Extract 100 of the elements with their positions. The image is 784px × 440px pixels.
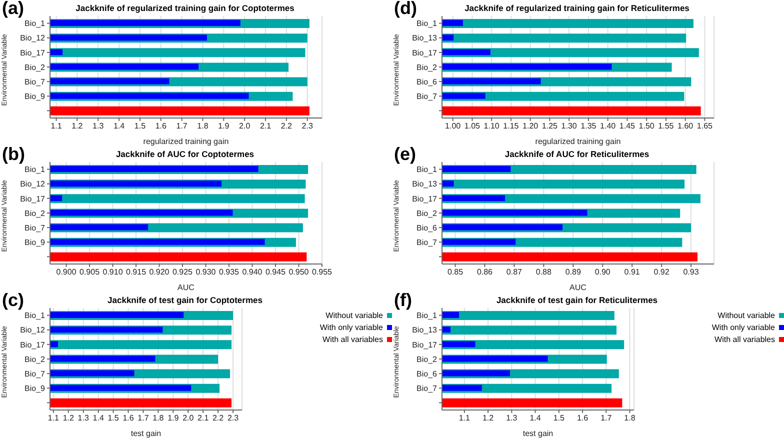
x-tick-label: 0.85	[447, 268, 464, 277]
y-tick-label: Bio_1	[416, 311, 438, 320]
x-tick-label: 1.8	[197, 122, 209, 131]
x-tick-label: 1.2	[72, 122, 84, 131]
y-tick-label: Bio_17	[412, 194, 438, 204]
chart-title: Jackknife of AUC for Coptotermes	[114, 149, 256, 159]
x-tick-label: 1.50	[638, 122, 655, 131]
y-tick-label: Bio_17	[20, 340, 46, 350]
x-tick-label: 0.89	[565, 268, 582, 277]
chart-title: Jackknife of test gain for Coptotermes	[106, 295, 264, 305]
y-tick-label: Bio_2	[416, 62, 438, 72]
x-tick-label: 1.6	[122, 414, 134, 423]
x-tick-label: 1.4	[530, 414, 542, 423]
x-tick-label: 0.91	[624, 268, 640, 277]
x-tick-label: 1.3	[78, 414, 90, 423]
y-tick-label: Bio_9	[24, 92, 46, 101]
y-tick-label: Bio_1	[24, 165, 46, 174]
x-tick-label: 1.7	[176, 122, 188, 131]
y-tick-label: Bio_7	[24, 77, 46, 86]
x-tick-label: 1.5	[108, 414, 120, 423]
y-tick-label: Bio_1	[24, 311, 46, 320]
legend-label: With all variables	[714, 334, 776, 346]
x-tick-label: 0.92	[654, 268, 670, 277]
x-tick-label: 2.1	[260, 122, 272, 131]
legend-label: Without variable	[716, 310, 776, 322]
x-tick-label: 1.1	[50, 122, 62, 131]
y-tick-label: Bio_6	[416, 369, 438, 378]
y-tick-label: Bio_12	[20, 180, 46, 189]
x-tick-label: 1.1	[48, 414, 60, 423]
y-tick-label: Bio_12	[20, 326, 46, 335]
x-axis-title: test gain	[522, 429, 554, 438]
x-tick-label: 0.930	[196, 268, 216, 277]
text: (c)	[2, 290, 24, 311]
y-tick-label: Bio_2	[24, 354, 46, 364]
x-tick-label: 0.87	[506, 268, 523, 277]
x-tick-label: 0.88	[536, 268, 552, 277]
y-tick-label: Bio_2	[24, 208, 46, 218]
y-tick-label: Bio_7	[416, 92, 438, 101]
x-tick-label: 0.905	[80, 268, 100, 277]
y-tick-label: Bio_17	[20, 48, 46, 58]
y-tick-label: Bio_13	[412, 180, 438, 189]
x-tick-label: 1.00	[445, 122, 462, 131]
x-tick-label: 2.3	[302, 122, 314, 131]
text: (d)	[394, 0, 417, 19]
text: (b)	[2, 144, 25, 165]
text: (a)	[2, 0, 24, 19]
legend-label: With only variable	[710, 322, 776, 334]
y-tick-label: Bio_1	[416, 165, 438, 174]
x-axis-title: AUC	[178, 283, 195, 292]
x-tick-label: 1.7	[600, 414, 612, 423]
x-tick-label: 0.910	[102, 268, 124, 277]
x-tick-label: 2.2	[212, 414, 224, 423]
x-tick-label: 0.86	[476, 268, 494, 277]
x-tick-label: 1.65	[696, 122, 714, 131]
x-tick-label: 1.9	[218, 122, 230, 131]
x-tick-label: 1.2	[62, 414, 75, 423]
y-tick-label: Bio_7	[416, 384, 438, 393]
x-tick-label: 1.2	[482, 414, 494, 423]
x-tick-label: 2.0	[239, 122, 251, 131]
y-tick-label: Bio_6	[416, 77, 438, 86]
x-tick-label: 0.945	[265, 268, 286, 277]
x-tick-label: 0.90	[594, 268, 611, 277]
x-tick-label: 0.920	[149, 268, 170, 277]
y-tick-label: Bio_17	[412, 48, 438, 58]
y-tick-label: Bio_7	[416, 238, 438, 247]
x-tick-label: 1.9	[168, 414, 180, 423]
x-tick-label: 1.7	[138, 414, 150, 423]
x-tick-label: 1.8	[152, 414, 164, 423]
x-tick-label: 1.8	[624, 414, 636, 423]
x-tick-label: 1.1	[458, 414, 471, 423]
x-tick-label: 2.2	[280, 122, 293, 131]
y-tick-label: Bio_12	[20, 34, 46, 43]
x-tick-label: 1.10	[484, 122, 500, 131]
x-tick-label: 1.45	[619, 122, 636, 131]
x-tick-label: 1.30	[561, 122, 578, 131]
x-tick-label: 2.0	[182, 414, 194, 423]
y-tick-label: Bio_2	[24, 62, 46, 72]
chart-title: Jackknife of AUC for Reticulitermes	[504, 149, 650, 159]
y-tick-label: Bio_9	[24, 384, 46, 393]
y-tick-label: Bio_13	[412, 34, 438, 43]
x-axis-title: AUC	[570, 283, 587, 292]
y-tick-label: Bio_2	[416, 354, 438, 364]
y-tick-label: Bio_2	[416, 208, 438, 218]
y-tick-label: Bio_9	[24, 238, 46, 247]
x-tick-label: 2.3	[227, 414, 240, 423]
x-tick-label: 0.93	[683, 268, 700, 277]
legend-label: With only variable	[318, 322, 384, 334]
chart-title: Jackknife of regularized training gain for Reticulitermes	[464, 3, 690, 13]
x-tick-label: 1.05	[464, 122, 481, 131]
x-tick-label: 1.55	[658, 122, 674, 131]
y-tick-label: Bio_17	[412, 340, 438, 350]
x-tick-label: 2.1	[198, 414, 210, 423]
text: (e)	[394, 144, 416, 165]
chart-title: Jackknife of regularized training gain for Coptotermes	[74, 3, 296, 13]
y-tick-label: Bio_7	[24, 223, 46, 232]
x-tick-label: 1.3	[92, 122, 104, 131]
x-tick-label: 1.35	[580, 122, 597, 131]
x-tick-label: 1.20	[522, 122, 539, 131]
x-tick-label: 1.25	[542, 122, 558, 131]
x-tick-label: 1.3	[506, 414, 518, 423]
